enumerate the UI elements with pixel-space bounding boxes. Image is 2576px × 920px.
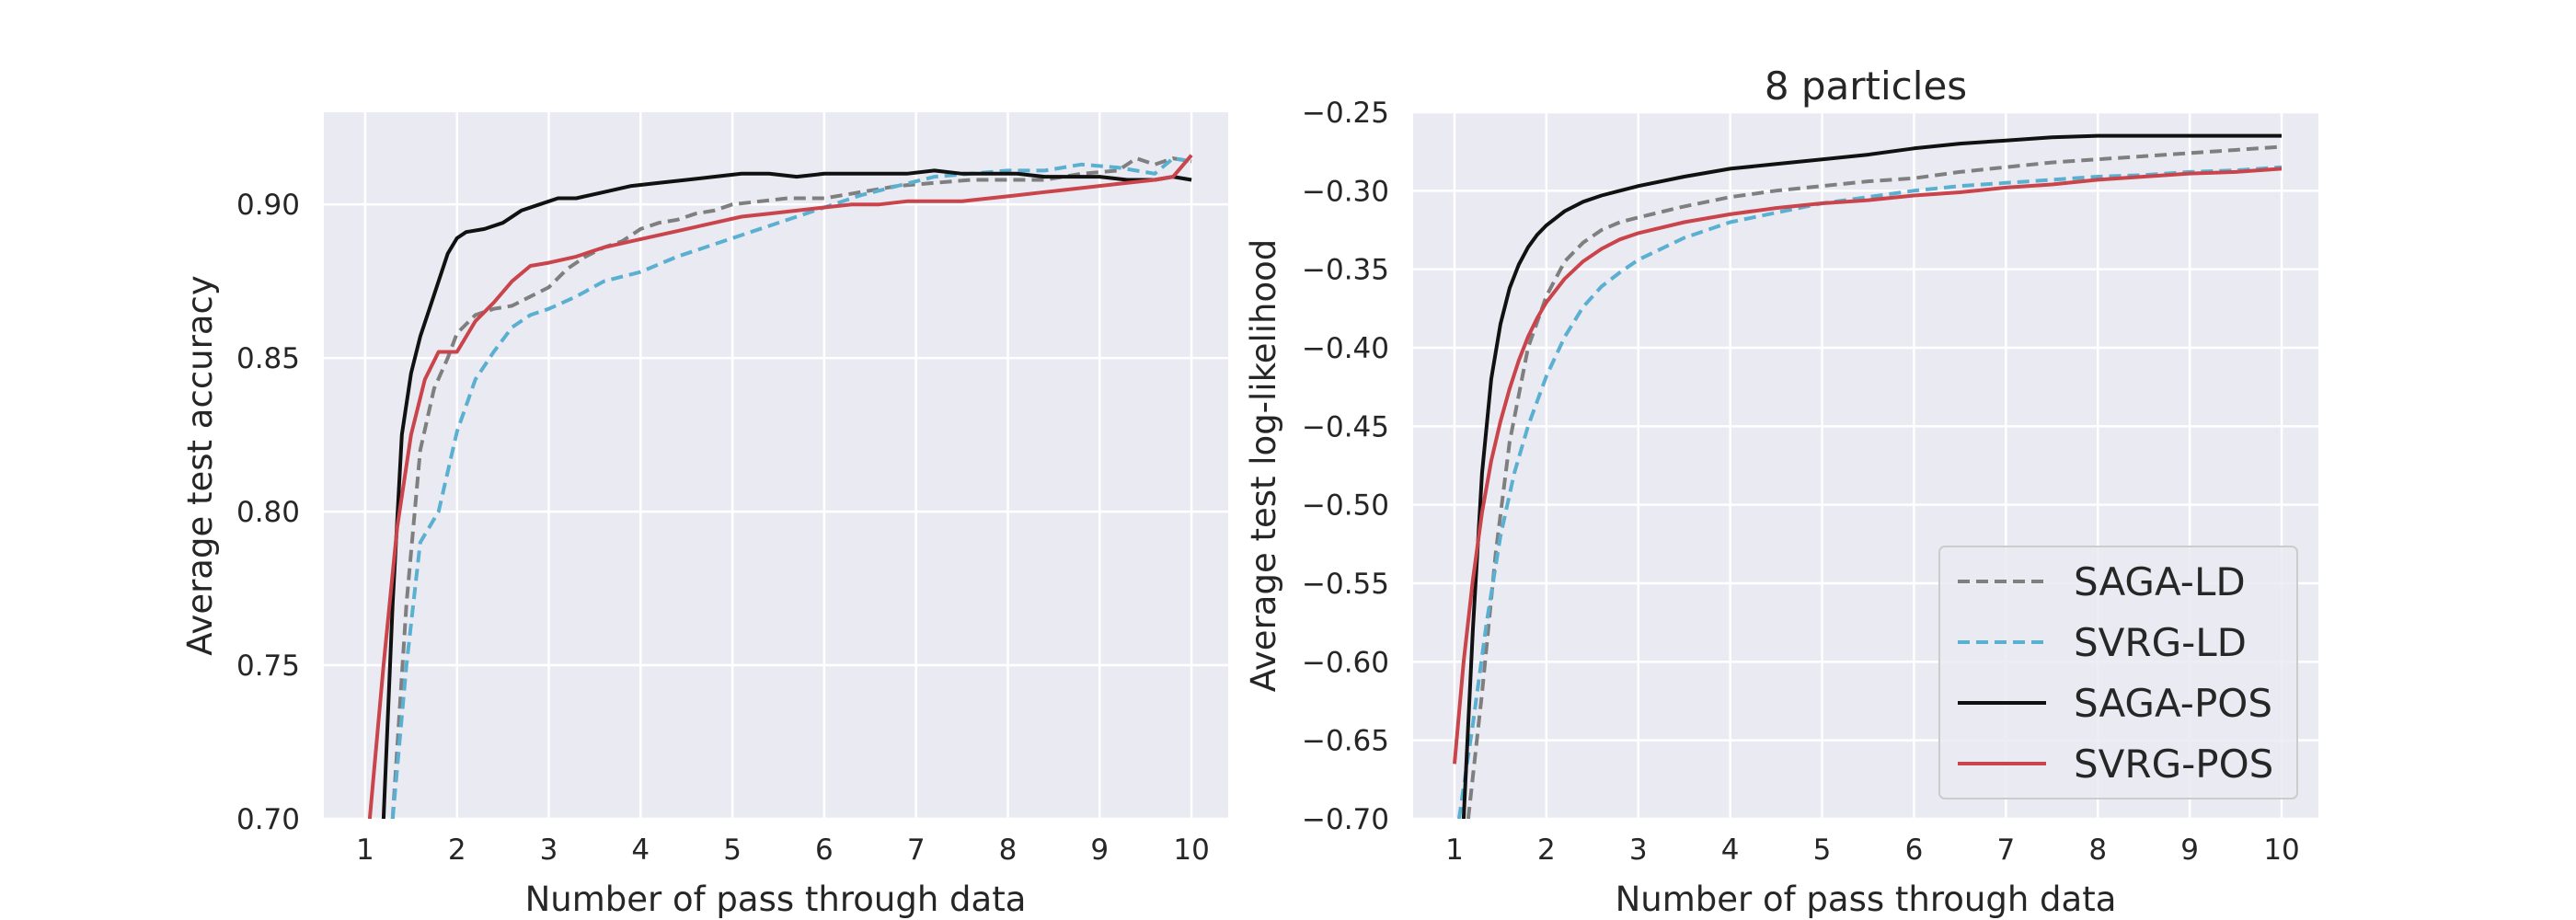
loglik-y-tick-label: −0.45 xyxy=(1302,410,1389,443)
accuracy-x-axis-label: Number of pass through data xyxy=(525,880,1027,919)
loglik-x-tick-label: 2 xyxy=(1537,834,1556,867)
loglik-chart-title: 8 particles xyxy=(1765,63,1967,109)
accuracy-plot-area xyxy=(324,112,1228,819)
loglik-x-tick-label: 3 xyxy=(1629,834,1648,867)
loglik-chart: 1 2 3 4 5 6 7 8 9 10 −0.70 −0.65 −0.60 −0.55 −0.50 −0.4… xyxy=(1244,63,2318,919)
accuracy-y-tick-label: 0.80 xyxy=(236,496,300,529)
accuracy-y-tick-label: 0.70 xyxy=(236,803,300,836)
legend-label-svrg-ld: SVRG-LD xyxy=(2074,620,2247,665)
loglik-series xyxy=(1453,133,2283,819)
loglik-y-axis-label: Average test log-likelihood xyxy=(1244,239,1283,692)
legend: SAGA-LD SVRG-LD SAGA-POS SVRG-POS xyxy=(1938,546,2298,799)
loglik-y-tick-label: −0.40 xyxy=(1302,332,1389,365)
loglik-y-tick-label: −0.65 xyxy=(1302,725,1389,758)
loglik-x-tick-label: 7 xyxy=(1996,834,2015,867)
loglik-y-tick-label: −0.35 xyxy=(1302,254,1389,287)
loglik-y-tick-label: −0.60 xyxy=(1302,646,1389,679)
accuracy-series-saga-ld xyxy=(390,156,1192,819)
loglik-y-tick-label: −0.25 xyxy=(1302,97,1389,130)
accuracy-x-tick-label: 8 xyxy=(999,834,1018,867)
accuracy-series xyxy=(367,154,1193,819)
accuracy-x-tick-label: 4 xyxy=(631,834,650,867)
accuracy-x-tick-label: 2 xyxy=(448,834,466,867)
legend-label-saga-ld: SAGA-LD xyxy=(2074,559,2246,604)
loglik-x-tick-label: 8 xyxy=(2088,834,2107,867)
accuracy-tick-labels: 1 2 3 4 5 6 7 8 9 10 0.70 0.75 0.80 0.85 0.90 xyxy=(236,189,1210,867)
loglik-x-tick-label: 10 xyxy=(2263,834,2299,867)
loglik-x-tick-label: 4 xyxy=(1721,834,1740,867)
legend-box xyxy=(1938,546,2298,799)
loglik-y-tick-label: −0.55 xyxy=(1302,568,1389,601)
loglik-series-svrg-ld xyxy=(1456,165,2283,819)
accuracy-x-tick-label: 9 xyxy=(1090,834,1109,867)
accuracy-series-saga-pos xyxy=(381,168,1192,819)
loglik-x-axis-label: Number of pass through data xyxy=(1616,880,2117,919)
loglik-y-tick-label: −0.70 xyxy=(1302,803,1389,836)
accuracy-y-axis-label: Average test accuracy xyxy=(180,275,220,655)
loglik-series-svrg-pos xyxy=(1453,167,2283,765)
loglik-y-tick-label: −0.50 xyxy=(1302,489,1389,523)
accuracy-x-tick-label: 7 xyxy=(907,834,926,867)
loglik-x-tick-label: 5 xyxy=(1813,834,1832,867)
loglik-tick-labels: 1 2 3 4 5 6 7 8 9 10 −0.70 −0.65 −0.60 −0.55 −0.50 −0.4… xyxy=(1302,97,2300,867)
legend-label-svrg-pos: SVRG-POS xyxy=(2074,742,2273,787)
legend-label-saga-pos: SAGA-POS xyxy=(2074,681,2272,726)
accuracy-x-tick-label: 5 xyxy=(723,834,742,867)
loglik-series-saga-pos xyxy=(1461,133,2282,819)
accuracy-chart: 1 2 3 4 5 6 7 8 9 10 0.70 0.75 0.80 0.85 0.90 Number o… xyxy=(180,112,1228,919)
loglik-y-tick-label: −0.30 xyxy=(1302,175,1389,208)
accuracy-x-tick-label: 10 xyxy=(1173,834,1209,867)
loglik-x-tick-label: 6 xyxy=(1905,834,1924,867)
loglik-x-tick-label: 1 xyxy=(1445,834,1464,867)
accuracy-y-tick-label: 0.75 xyxy=(236,650,300,683)
accuracy-series-svrg-pos xyxy=(367,154,1193,819)
accuracy-y-tick-label: 0.85 xyxy=(236,342,300,375)
accuracy-series-svrg-ld xyxy=(390,156,1192,819)
accuracy-y-tick-label: 0.90 xyxy=(236,189,300,222)
accuracy-x-tick-label: 6 xyxy=(815,834,834,867)
accuracy-grid xyxy=(324,112,1228,821)
accuracy-x-tick-label: 3 xyxy=(540,834,558,867)
loglik-x-tick-label: 9 xyxy=(2180,834,2199,867)
accuracy-x-tick-label: 1 xyxy=(356,834,374,867)
